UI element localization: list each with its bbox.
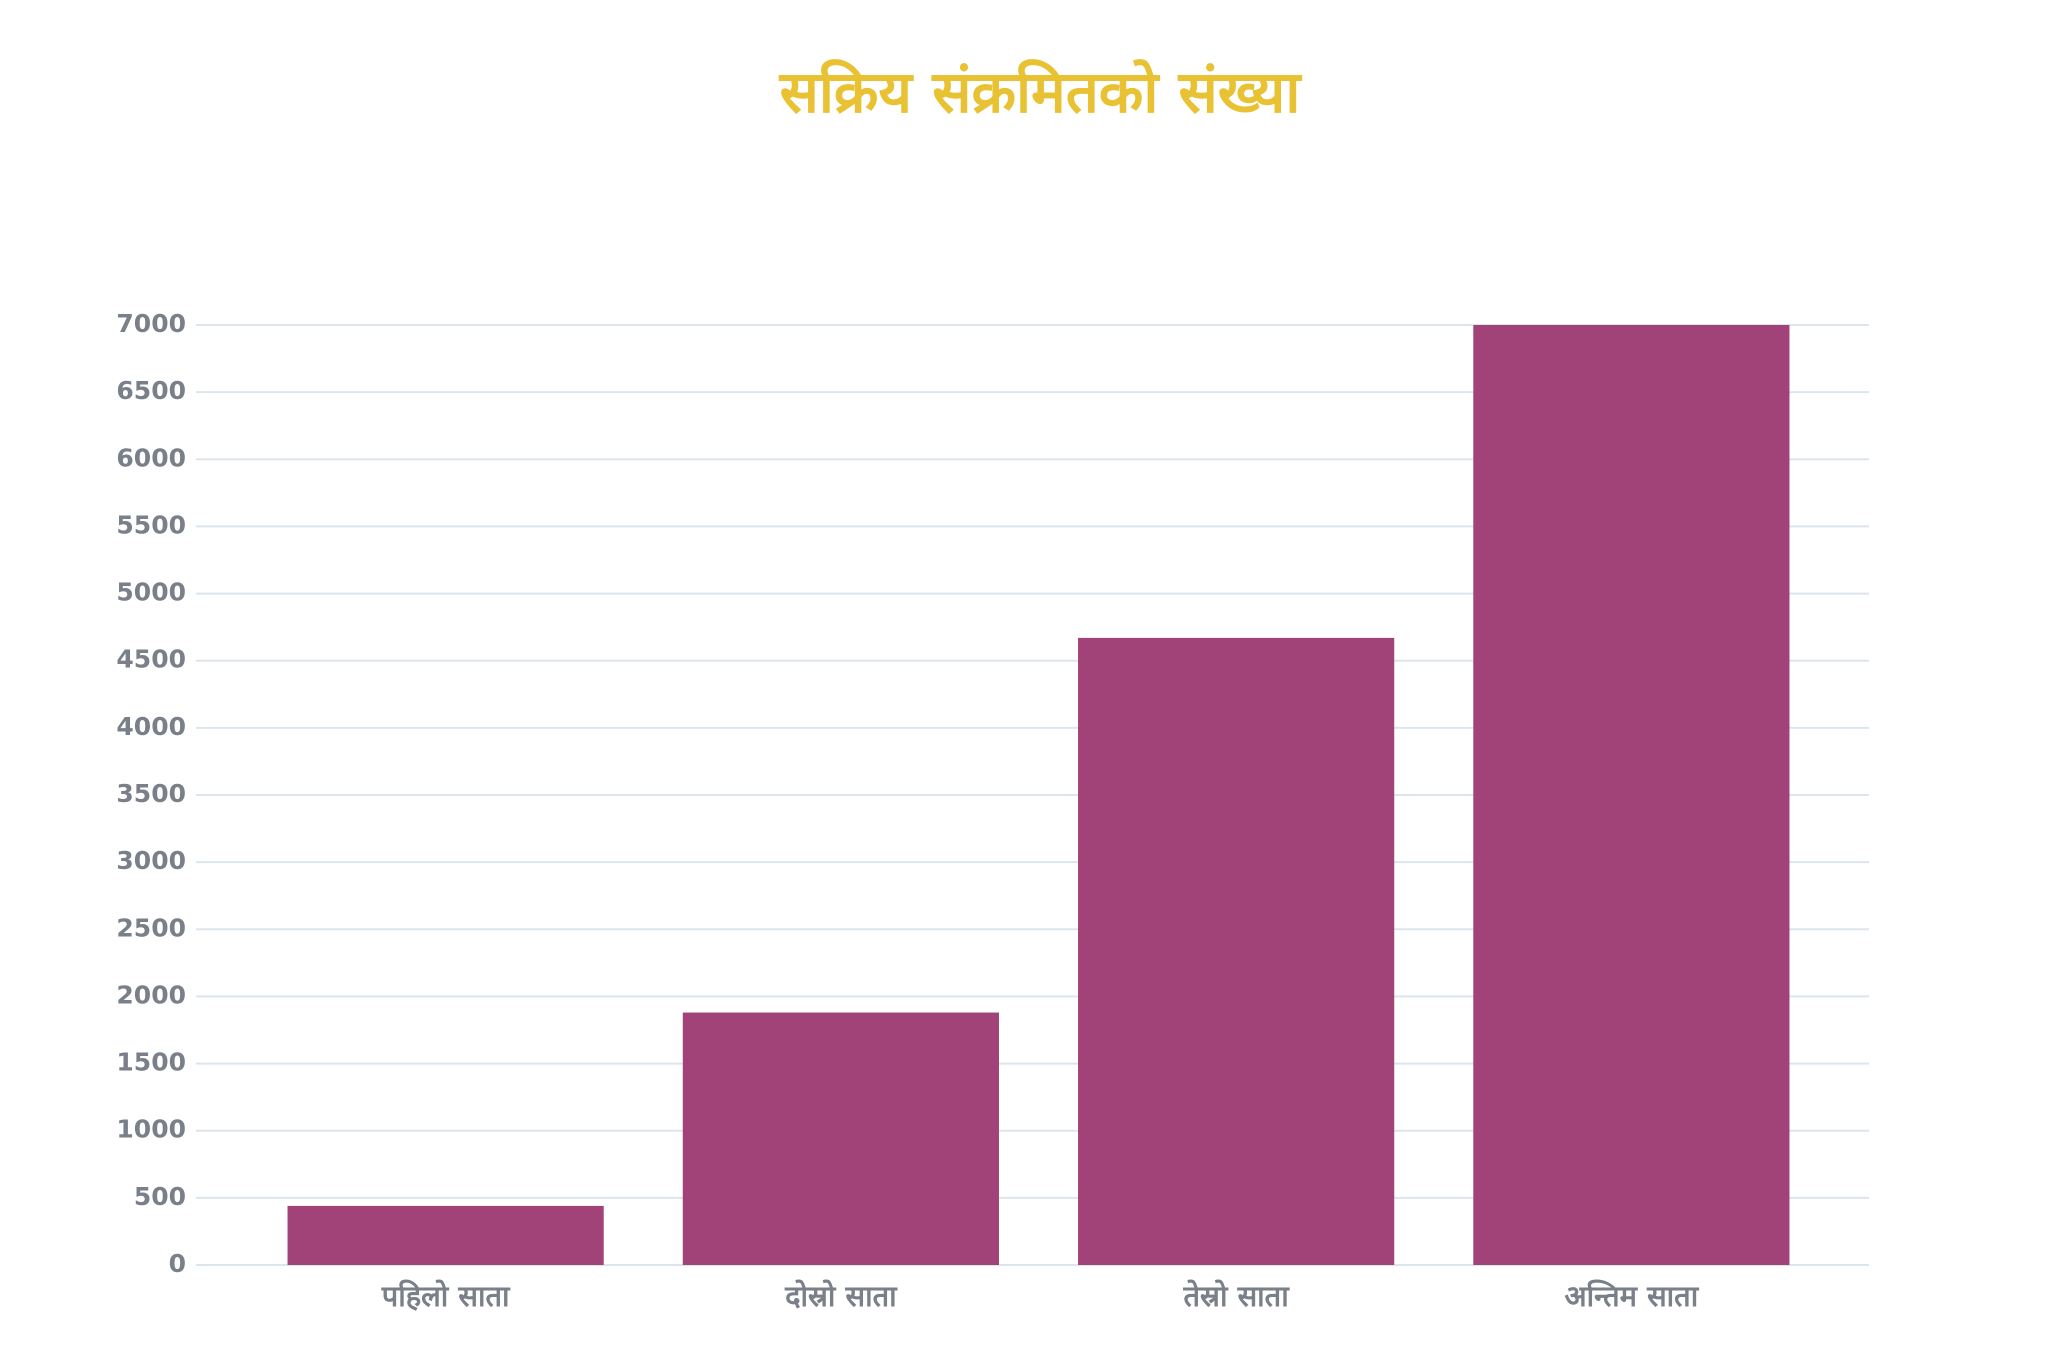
y-tick-label: 1500: [116, 1048, 186, 1077]
y-tick-label: 0: [169, 1249, 186, 1278]
y-tick-label: 5000: [116, 578, 186, 607]
y-tick-label: 6000: [116, 443, 186, 472]
y-tick-label: 1000: [116, 1115, 186, 1144]
y-tick-label: 3500: [116, 779, 186, 808]
x-tick-label: तेस्रो साता: [1183, 1279, 1291, 1313]
x-tick-label: अन्तिम साता: [1565, 1279, 1700, 1313]
bar: [1078, 637, 1395, 1265]
y-tick-label: 7000: [116, 309, 186, 338]
bar: [287, 1205, 604, 1265]
y-tick-label: 4000: [116, 712, 186, 741]
x-tick-label: दोस्रो साता: [784, 1279, 898, 1313]
y-tick-label: 3000: [116, 846, 186, 875]
y-tick-label: 6500: [116, 376, 186, 405]
y-tick-label: 5500: [116, 510, 186, 539]
bar: [682, 1012, 999, 1265]
y-tick-label: 500: [134, 1182, 186, 1211]
chart-title: सक्रिय संक्रमितको संख्या: [779, 58, 1303, 126]
y-tick-label: 2500: [116, 913, 186, 942]
x-tick-label: पहिलो साता: [381, 1279, 511, 1313]
y-tick-label: 2000: [116, 980, 186, 1009]
y-tick-label: 4500: [116, 645, 186, 674]
bar: [1473, 325, 1790, 1265]
